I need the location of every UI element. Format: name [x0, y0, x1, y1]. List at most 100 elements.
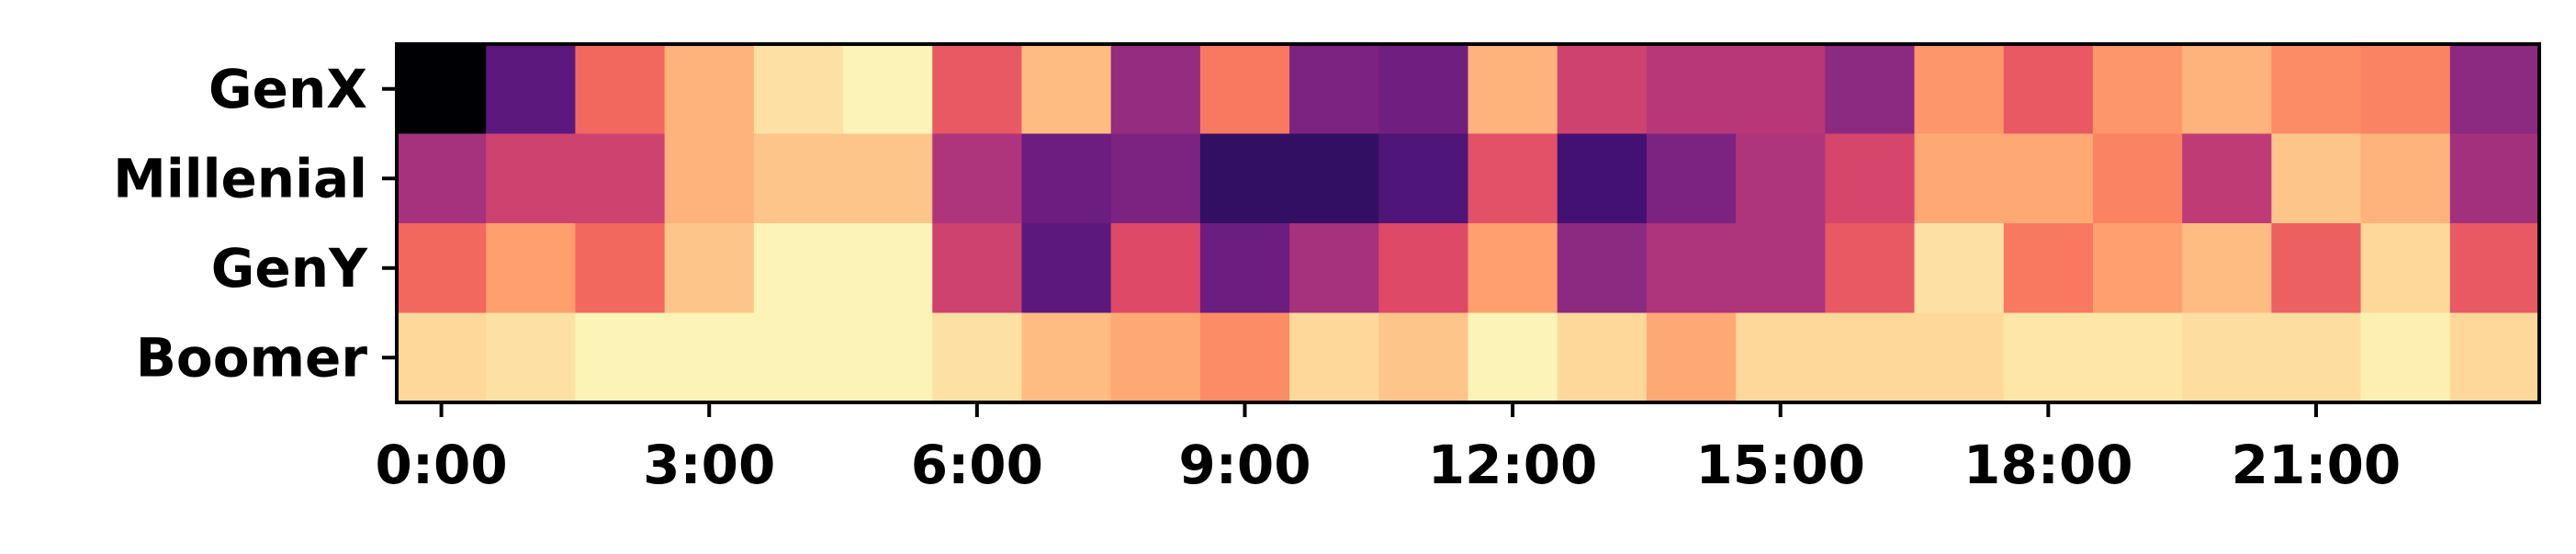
heatmap-cell — [2003, 312, 2094, 403]
heatmap-cell — [1110, 133, 1201, 224]
heatmap-cell — [1646, 44, 1737, 135]
heatmap-cell — [664, 312, 755, 403]
x-tick-label: 9:00 — [1178, 434, 1310, 496]
heatmap-cell — [2449, 133, 2540, 224]
heatmap-cell — [2360, 223, 2451, 314]
heatmap-cell — [2092, 223, 2183, 314]
heatmap-cell — [2360, 133, 2451, 224]
heatmap-cell — [397, 312, 487, 403]
heatmap-cell — [2003, 223, 2094, 314]
heatmap-cell — [2182, 223, 2272, 314]
heatmap-cell — [1736, 223, 1826, 314]
heatmap-cell — [1646, 312, 1737, 403]
heatmap-cell — [1378, 133, 1469, 224]
heatmap-cell — [1557, 223, 1648, 314]
heatmap-cell — [2271, 44, 2362, 135]
heatmap-cell — [2271, 223, 2362, 314]
y-tick-label: GenY — [211, 237, 368, 300]
heatmap-cell — [753, 44, 844, 135]
heatmap-cell — [486, 223, 577, 314]
heatmap-cell — [575, 133, 666, 224]
y-tick-label: Millenial — [113, 147, 367, 209]
x-axis: 0:00 3:00 6:00 9:00 12:00 15:00 18:00 21:00 — [375, 402, 2401, 496]
heatmap-cell — [1199, 223, 1290, 314]
heatmap-cell — [575, 312, 666, 403]
heatmap-cell — [843, 44, 933, 135]
heatmap-cell — [1914, 133, 2005, 224]
heatmap-cell — [1378, 223, 1469, 314]
heatmap-cell — [932, 44, 1023, 135]
heatmap-cell — [1289, 133, 1379, 224]
heatmap-cell — [1199, 44, 1290, 135]
heatmap-cell — [1646, 133, 1737, 224]
heatmap-cell — [575, 223, 666, 314]
heatmap-cell — [843, 312, 933, 403]
heatmap-cell — [1378, 44, 1469, 135]
heatmap-cell — [932, 223, 1023, 314]
heatmap-cell — [1557, 44, 1648, 135]
heatmap-cell — [1825, 223, 1916, 314]
heatmap-cell — [397, 133, 487, 224]
heatmap-cell — [1468, 44, 1558, 135]
x-tick-label: 0:00 — [375, 434, 507, 496]
heatmap-cell — [1110, 44, 1201, 135]
heatmap-cell — [2003, 133, 2094, 224]
heatmap-cell — [1468, 133, 1558, 224]
heatmap-cell — [753, 133, 844, 224]
heatmap-cell — [753, 223, 844, 314]
heatmap-cell — [1736, 133, 1826, 224]
heatmap-cell — [843, 133, 933, 224]
heatmap-cell — [932, 312, 1023, 403]
heatmap-cell — [2360, 312, 2451, 403]
heatmap-cell — [397, 223, 487, 314]
heatmap-cell — [1914, 223, 2005, 314]
heatmap-cell — [1557, 312, 1648, 403]
heatmap-cell — [575, 44, 666, 135]
y-axis: GenX Millenial GenY Boomer — [113, 58, 397, 389]
x-tick-label: 3:00 — [643, 434, 775, 496]
heatmap-cell — [397, 44, 487, 135]
heatmap-cell — [1468, 223, 1558, 314]
heatmap-cell — [2449, 44, 2540, 135]
x-tick-label: 12:00 — [1428, 434, 1598, 496]
heatmap-cell — [1289, 223, 1379, 314]
heatmap-cell — [1289, 312, 1379, 403]
y-tick-label: GenX — [208, 58, 367, 120]
heatmap-cell — [2271, 312, 2362, 403]
x-tick-label: 18:00 — [1963, 434, 2133, 496]
heatmap-cell — [1021, 44, 1112, 135]
heatmap-cell — [1825, 133, 1916, 224]
heatmap-cell — [2271, 133, 2362, 224]
heatmap-cell — [1378, 312, 1469, 403]
heatmap-cell — [2092, 312, 2183, 403]
heatmap-cell — [1914, 44, 2005, 135]
plot-frame — [395, 42, 2541, 404]
heatmap-cell — [664, 133, 755, 224]
heatmap-cell — [2360, 44, 2451, 135]
heatmap-cell — [2003, 44, 2094, 135]
heatmap-cell — [1914, 312, 2005, 403]
heatmap-cell — [1468, 312, 1558, 403]
heatmap-cell — [486, 44, 577, 135]
heatmap-cell — [1110, 223, 1201, 314]
x-tick-label: 6:00 — [911, 434, 1043, 496]
heatmap-cell — [1199, 312, 1290, 403]
heatmap-cell — [2092, 133, 2183, 224]
heatmap-cell — [1021, 223, 1112, 314]
heatmap-cell — [1825, 312, 1916, 403]
heatmap-cells — [397, 44, 2540, 403]
heatmap-cell — [2449, 312, 2540, 403]
heatmap-cell — [932, 133, 1023, 224]
heatmap-cell — [1289, 44, 1379, 135]
heatmap-cell — [753, 312, 844, 403]
heatmap-cell — [486, 133, 577, 224]
heatmap-cell — [2182, 44, 2272, 135]
heatmap-cell — [1825, 44, 1916, 135]
heatmap-cell — [1646, 223, 1737, 314]
heatmap-cell — [2092, 44, 2183, 135]
heatmap-cell — [1736, 44, 1826, 135]
heatmap-cell — [2182, 133, 2272, 224]
heatmap-cell — [664, 44, 755, 135]
x-tick-label: 21:00 — [2232, 434, 2402, 496]
